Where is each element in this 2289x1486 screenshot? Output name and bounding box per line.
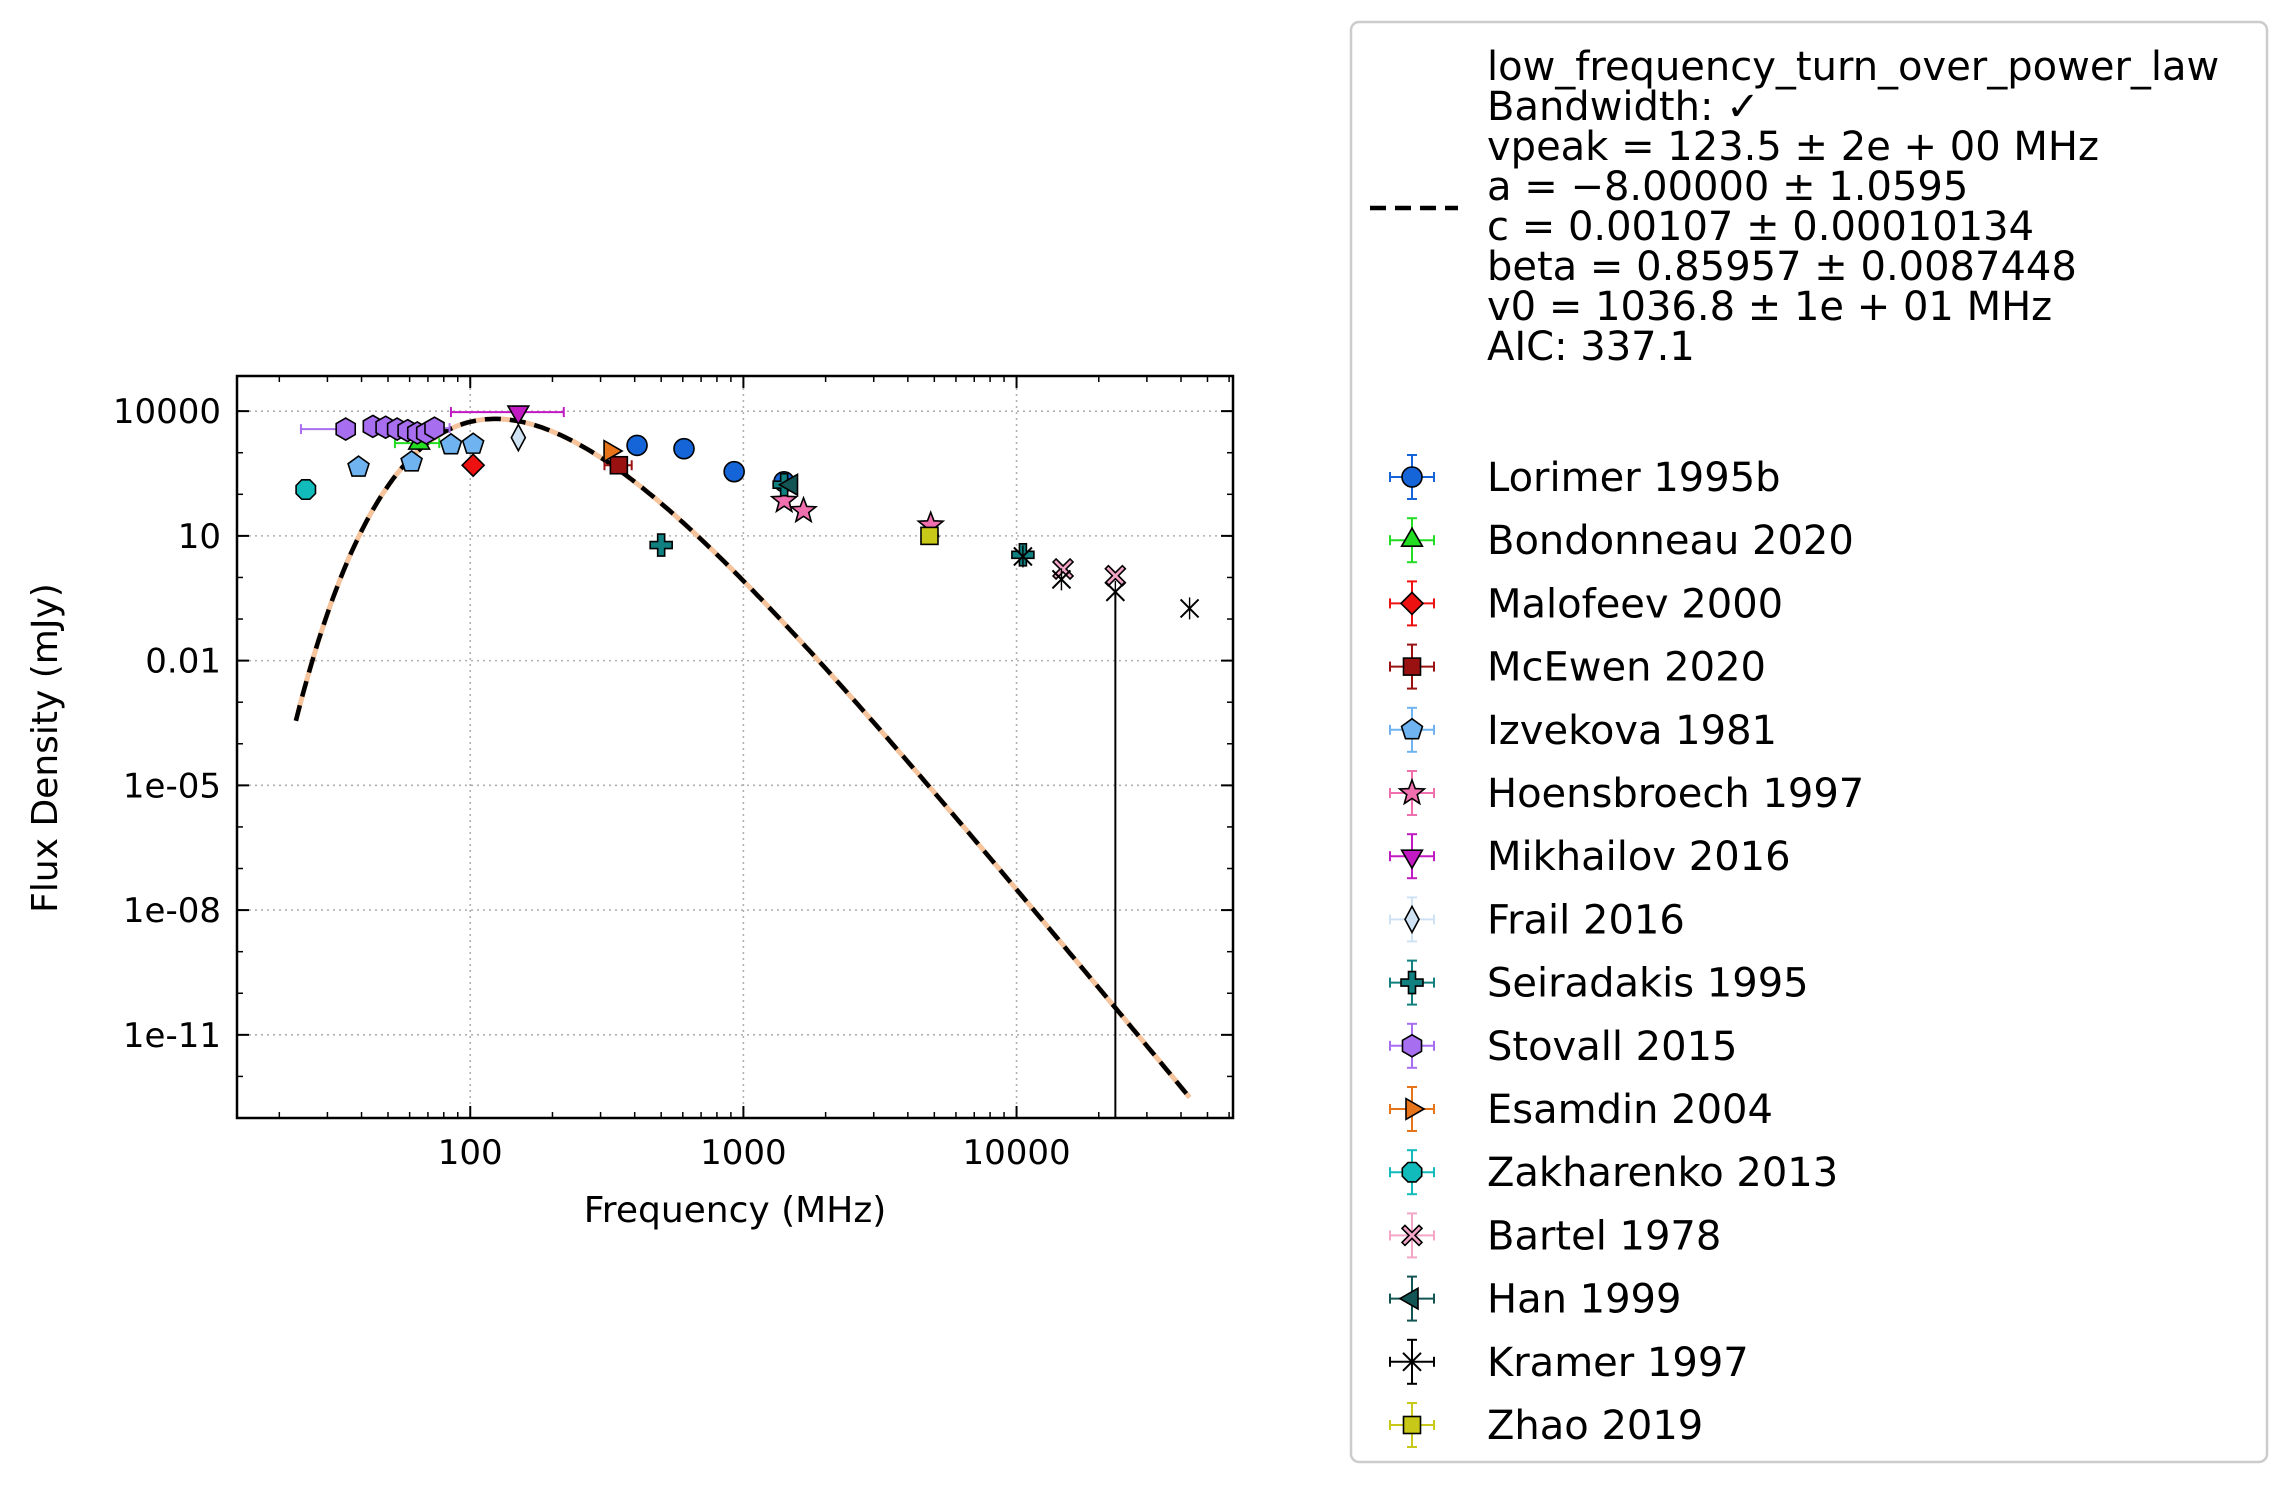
legend-marker: [1401, 466, 1423, 488]
legend-entry-label: Mikhailov 2016: [1487, 834, 1791, 880]
legend-entry-label: Malofeev 2000: [1487, 581, 1783, 627]
data-point: [609, 455, 629, 475]
data-point: [723, 460, 745, 483]
plot-frame: [235, 374, 1235, 1120]
legend-entry-label: Frail 2016: [1487, 897, 1685, 943]
legend-entry-label: McEwen 2020: [1487, 645, 1766, 691]
legend-entry-label: Izvekova 1981: [1487, 708, 1777, 754]
series-kramer-1997: [1013, 545, 1200, 1118]
series-izvekova-1981: [347, 432, 485, 477]
data-point: [424, 416, 445, 441]
y-tick-label: 10: [178, 517, 221, 557]
legend-marker: [1405, 1097, 1426, 1121]
data-point: [920, 526, 939, 546]
x-tick-label: 100: [438, 1133, 503, 1173]
legend-entry-label: Lorimer 1995b: [1487, 455, 1781, 501]
series-mikhailov-2016: [449, 405, 565, 426]
data-point: [673, 437, 695, 460]
data-point: [461, 432, 485, 454]
legend-marker: [1398, 1286, 1419, 1311]
legend-entry-label: Hoensbroech 1997: [1487, 771, 1864, 817]
legend-marker: [1404, 904, 1420, 935]
data-point: [1013, 545, 1033, 568]
y-tick-label: 1e-11: [123, 1016, 221, 1056]
series-zakharenko-2013: [295, 479, 317, 501]
fit-legend-text: vpeak = 123.5 ± 2e + 00 MHz: [1487, 124, 2099, 170]
data-point: [295, 479, 317, 501]
data-point: [649, 533, 673, 557]
legend-entry-label: Esamdin 2004: [1487, 1087, 1773, 1133]
fit-legend-text: Bandwidth: ✓: [1487, 84, 1760, 130]
series-han-1999: [777, 472, 799, 497]
series-hoensbroech-1997: [769, 485, 946, 538]
data-point: [439, 432, 463, 455]
data-point: [626, 434, 648, 457]
data-point: [1105, 580, 1126, 603]
data-point: [777, 472, 799, 497]
legend-marker: [1400, 526, 1424, 548]
legend-marker: [1401, 1161, 1423, 1183]
series-stovall-2015: [299, 414, 451, 445]
legend-marker: [1397, 777, 1427, 806]
legend-entry-label: Bondonneau 2020: [1487, 518, 1854, 564]
legend-entry-label: Kramer 1997: [1487, 1340, 1749, 1386]
fit-legend-text: c = 0.00107 ± 0.00010134: [1487, 204, 2034, 250]
legend-entry-label: Zhao 2019: [1487, 1403, 1703, 1449]
data-points: [295, 405, 1200, 1118]
data-point: [603, 439, 624, 463]
legend-entry-label: Stovall 2015: [1487, 1024, 1737, 1070]
legend-marker: [1401, 1033, 1423, 1058]
data-point: [400, 449, 424, 472]
data-point: [461, 453, 486, 478]
series-malofeev-2000: [461, 453, 486, 478]
legend: low_frequency_turn_over_power_lawBandwid…: [1349, 20, 2269, 1464]
legend-marker: [1400, 717, 1424, 740]
fit-legend-text: AIC: 337.1: [1487, 324, 1695, 370]
legend-marker: [1402, 1350, 1422, 1373]
y-axis-label: Flux Density (mJy): [25, 583, 66, 913]
legend-marker: [1400, 849, 1424, 870]
fit-legend-text: v0 = 1036.8 ± 1e + 01 MHz: [1487, 284, 2052, 330]
legend-entry-label: Seiradakis 1995: [1487, 961, 1809, 1007]
y-tick-label: 10000: [113, 392, 221, 432]
x-axis-label: Frequency (MHz): [584, 1190, 887, 1231]
series-frail-2016: [510, 422, 527, 453]
fit-legend-text: beta = 0.85957 ± 0.0087448: [1487, 244, 2077, 290]
legend-marker: [1402, 657, 1422, 676]
legend-frame: [1349, 20, 2269, 1464]
legend-entry-label: Zakharenko 2013: [1487, 1150, 1838, 1196]
y-tick-label: 0.01: [145, 642, 221, 682]
data-point: [1051, 557, 1075, 581]
series-zhao-2019: [920, 526, 939, 546]
legend-marker: [1400, 1224, 1424, 1247]
series-esamdin-2004: [603, 439, 624, 463]
data-point: [506, 405, 531, 426]
data-point: [789, 495, 819, 524]
series-mcewen-2020: [603, 455, 633, 475]
axes: 100 1000 10000 10000 10 0.01 1e-05 1e-08 1e-11: [113, 374, 1235, 1173]
data-point: [510, 422, 527, 453]
legend-entry-label: Han 1999: [1487, 1277, 1681, 1323]
x-tick-label: 10000: [962, 1133, 1070, 1173]
legend-marker: [1400, 970, 1424, 995]
series-seiradakis-1995: [649, 472, 1035, 567]
x-tick-label: 1000: [700, 1133, 787, 1173]
y-tick-label: 1e-05: [123, 766, 221, 806]
data-point: [769, 485, 799, 514]
legend-entry-label: Bartel 1978: [1487, 1213, 1721, 1259]
grid-lines: [237, 376, 1233, 1118]
fit-legend-text: low_frequency_turn_over_power_law: [1487, 44, 2219, 90]
legend-marker: [1399, 591, 1425, 616]
y-tick-label: 1e-08: [123, 891, 221, 931]
data-point: [1051, 568, 1072, 591]
series-lorimer-1995b: [626, 434, 795, 493]
fit-legend-text: a = −8.00000 ± 1.0595: [1487, 164, 1968, 210]
data-point: [1179, 597, 1200, 620]
data-point: [347, 455, 370, 477]
data-point: [335, 417, 357, 442]
legend-marker: [1402, 1415, 1422, 1435]
